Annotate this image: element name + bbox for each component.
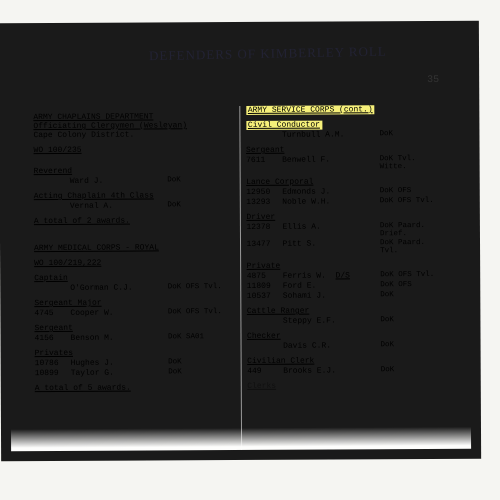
entry-award: DoK <box>379 130 445 139</box>
service-number: 449 <box>247 367 283 376</box>
entry-award: DoK <box>167 176 233 185</box>
service-number: 4156 <box>34 334 70 343</box>
roll-entry: 449 Brooks E.J. DoK <box>247 366 447 376</box>
rank-label: Captain <box>34 273 234 283</box>
rank-label: Sergeant <box>34 323 234 333</box>
roll-entry: 11809 Ford E. DoK OFS <box>247 281 447 291</box>
roll-entry: 13293 Noble W.H. DoK OFS Tvl. <box>246 197 446 207</box>
service-number: 12378 <box>246 223 282 239</box>
entry-name: Sohami J. <box>283 291 381 301</box>
entry-name: Taylor G. <box>71 368 169 378</box>
roll-entry: 10786 Hughes J. DoK <box>35 358 235 368</box>
entry-name: Vernal A. <box>70 201 168 211</box>
entry-award: DoK OFS Tvl. <box>380 197 446 206</box>
roll-entry: 4745 Cooper W. DoK OFS Tvl. <box>34 308 234 318</box>
roll-entry: Vernal A. DoK <box>34 201 234 211</box>
columns: ARMY CHAPLAINS DEPARTMENT Officiating Cl… <box>27 105 453 451</box>
entry-name: Ferris W. D/S <box>283 271 381 281</box>
roll-entry: 7611 Benwell F. DoK Tvl. Witte. <box>246 155 446 172</box>
roll-entry: O'Gorman C.J. DoK OFS Tvl. <box>34 283 234 293</box>
rank-label: Privates <box>35 348 235 358</box>
rank-label: Civilian Clerk <box>247 356 447 366</box>
roll-entry: Davis C.R. DoK <box>247 341 447 351</box>
wo-ref: WO 100/219,222 <box>34 258 234 268</box>
dept-sub2: Cape Colony District. <box>33 130 233 140</box>
left-column: ARMY CHAPLAINS DEPARTMENT Officiating Cl… <box>27 106 241 451</box>
entry-name: Ford E. <box>283 281 381 291</box>
roll-entry: 10537 Sohami J. DoK <box>247 291 447 301</box>
roll-entry: 12378 Ellis A. DoK Paard. Drief. <box>246 222 446 239</box>
right-column: ARMY SERVICE CORPS (cont.) Civil Conduct… <box>240 105 453 450</box>
service-number: 11809 <box>247 282 283 291</box>
entry-award: DoK <box>381 341 447 350</box>
entry-name: Brooks E.J. <box>283 366 381 376</box>
entry-award: DoK Paard. Tvl. <box>380 239 446 255</box>
rank-label: Reverend <box>34 166 234 176</box>
entry-name: Benson M. <box>70 333 168 343</box>
service-number: 12950 <box>246 188 282 197</box>
rank-label: Clerks <box>247 381 447 391</box>
entry-name: Ellis A. <box>282 222 380 239</box>
service-number: 10537 <box>247 292 283 301</box>
entry-award: DoK Tvl. Witte. <box>380 155 446 171</box>
service-number: 13477 <box>246 240 282 256</box>
rank-label: Cattle Ranger <box>247 306 447 316</box>
entry-name: Edmonds J. <box>282 187 380 197</box>
entry-name: Davis C.R. <box>283 341 381 351</box>
entry-award: DoK SA01 <box>168 333 234 342</box>
document-page: DEFENDERS OF KIMBERLEY ROLL 35 ARMY CHAP… <box>9 29 471 451</box>
entry-award: DoK <box>168 358 234 367</box>
entry-award: DoK <box>380 291 446 300</box>
roll-entry: Steppy E.F. DoK <box>247 316 447 326</box>
entry-award: DoK OFS Tvl. <box>380 271 446 280</box>
service-number: 4745 <box>34 309 70 318</box>
rank-label: Sergeant Major <box>34 298 234 308</box>
roll-entry: Ward J. DoK <box>34 176 234 186</box>
entry-name: Pitt S. <box>282 239 380 256</box>
entry-name: Noble W.H. <box>282 197 380 207</box>
entry-name: Hughes J. <box>71 358 169 368</box>
rank-label: Acting Chaplain 4th Class <box>34 191 234 201</box>
entry-award: DoK OFS <box>380 187 446 196</box>
entry-award: DoK OFS <box>380 281 446 290</box>
rank-label: Civil Conductor <box>246 120 446 130</box>
entry-award: DoK <box>167 201 233 210</box>
roll-entry: 4156 Benson M. DoK SA01 <box>34 333 234 343</box>
roll-entry: Turnbull A.M. DoK <box>246 130 446 140</box>
entry-award: DoK Paard. Drief. <box>380 222 446 238</box>
entry-award: DoK OFS Tvl. <box>168 283 234 292</box>
entry-award: DoK <box>168 368 234 377</box>
rank-label: Driver <box>246 212 446 222</box>
entry-name: Steppy E.F. <box>283 316 381 326</box>
rank-label: Sergeant <box>246 145 446 155</box>
rank-label: Checker <box>247 331 447 341</box>
roll-entry: 12950 Edmonds J. DoK OFS <box>246 187 446 197</box>
entry-award: DoK <box>381 366 447 375</box>
service-number: 7611 <box>246 156 282 172</box>
rank-label: Lance Corporal <box>246 177 446 187</box>
rank-label: Private <box>247 261 447 271</box>
entry-award: DoK <box>380 316 446 325</box>
roll-entry: 10899 Taylor G. DoK <box>35 368 235 378</box>
entry-award: DoK OFS Tvl. <box>168 308 234 317</box>
dept-header: ARMY MEDICAL CORPS - ROYAL <box>34 243 234 253</box>
handwritten-title: DEFENDERS OF KIMBERLEY ROLL <box>149 44 387 65</box>
entry-name: Benwell F. <box>282 155 380 172</box>
roll-entry: 4875 Ferris W. D/S DoK OFS Tvl. <box>247 271 447 281</box>
entry-name: Ward J. <box>70 176 168 186</box>
service-number: 10786 <box>35 359 71 368</box>
page-number: 35 <box>427 75 439 86</box>
service-number: 4875 <box>247 272 283 281</box>
entry-name: Cooper W. <box>70 308 168 318</box>
total-line: A total of 5 awards. <box>35 383 235 393</box>
service-number: 13293 <box>246 198 282 207</box>
roll-entry: 13477 Pitt S. DoK Paard. Tvl. <box>246 239 446 256</box>
service-number: 10899 <box>35 369 71 378</box>
entry-name: O'Gorman C.J. <box>70 283 168 293</box>
entry-name: Turnbull A.M. <box>282 130 380 140</box>
